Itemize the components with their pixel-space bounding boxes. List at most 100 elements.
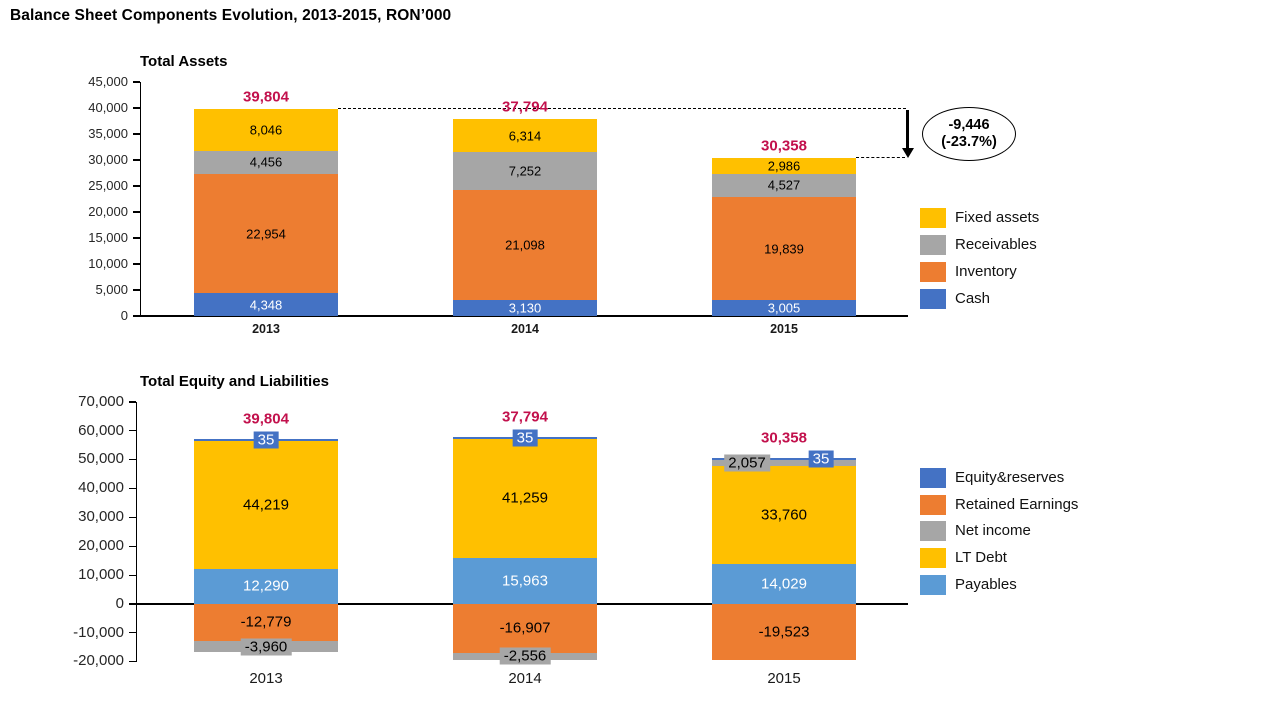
segment-label: 6,314: [508, 128, 542, 144]
y-tick-mark: [133, 263, 140, 265]
y-axis-line: [140, 82, 142, 316]
segment-label-box: 35: [253, 431, 279, 449]
y-tick-mark: [133, 107, 140, 109]
segment-label-box: 35: [808, 450, 834, 468]
y-tick-label: 0: [120, 307, 128, 323]
delta-annotation: -9,446 (-23.7%): [922, 107, 1016, 162]
chart-title: Total Assets: [140, 53, 228, 70]
delta-value: -9,446: [948, 116, 990, 133]
segment-label: 33,760: [761, 506, 807, 524]
bar-segment: [712, 604, 856, 661]
segment-label: 15,963: [502, 572, 548, 590]
segment-label: 4,456: [249, 154, 283, 170]
legend-swatch: [920, 289, 946, 309]
y-tick-label: 45,000: [88, 73, 128, 89]
y-tick-label: 40,000: [78, 479, 124, 497]
segment-label: 2,986: [767, 158, 801, 174]
total-label: 30,358: [761, 137, 807, 155]
segment-label: 22,954: [246, 226, 286, 242]
y-tick-mark: [129, 459, 136, 461]
y-tick-label: 30,000: [78, 508, 124, 526]
bar-segment: [194, 150, 338, 174]
bar-segment: [453, 557, 597, 604]
segment-label: 41,259: [502, 489, 548, 507]
segment-label: -12,779: [240, 613, 292, 631]
bar-segment: [712, 466, 856, 564]
y-tick-mark: [133, 237, 140, 239]
legend-label: Retained Earnings: [955, 495, 1079, 513]
y-tick-mark: [129, 574, 136, 576]
y-tick-label: -20,000: [73, 652, 124, 670]
legend-item: Equity&reserves: [920, 468, 1064, 488]
x-axis-line: [140, 315, 908, 317]
y-tick-label: 20,000: [78, 536, 124, 554]
legend-item: Net income: [920, 521, 1031, 542]
legend-item: Payables: [920, 574, 1017, 595]
y-tick-label: -10,000: [73, 623, 124, 641]
bar-segment: [453, 604, 597, 653]
legend-item: Receivables: [920, 235, 1037, 255]
bar-segment: [712, 173, 856, 198]
legend-swatch: [920, 235, 946, 255]
y-tick-mark: [129, 401, 136, 403]
bar-segment: [712, 563, 856, 604]
legend-label: Inventory: [955, 263, 1017, 280]
y-tick-mark: [133, 159, 140, 161]
y-tick-label: 70,000: [78, 392, 124, 410]
bar-segment: [712, 458, 856, 461]
y-tick-mark: [129, 603, 136, 605]
dashed-line-end-level: [856, 157, 905, 159]
bar-segment: [194, 109, 338, 151]
total-label: 37,794: [502, 98, 548, 116]
y-tick-label: 5,000: [95, 281, 128, 297]
bar-segment: [194, 604, 338, 641]
segment-label: -19,523: [758, 623, 810, 641]
total-label: 37,794: [502, 408, 548, 426]
segment-label: 21,098: [505, 237, 545, 253]
bar-segment: [453, 190, 597, 300]
legend-label: Equity&reserves: [955, 469, 1065, 486]
dashed-line-start-level: [338, 108, 906, 110]
delta-percent: (-23.7%): [941, 134, 997, 151]
segment-label-box: -3,960: [240, 638, 292, 656]
y-tick-mark: [129, 632, 136, 634]
legend-item: LT Debt: [920, 548, 1007, 569]
segment-label: 4,527: [767, 177, 801, 193]
y-tick-mark: [133, 185, 140, 187]
legend-swatch: [920, 262, 946, 282]
legend-swatch: [920, 521, 946, 542]
segment-label: -16,907: [499, 619, 551, 637]
segment-label-box: 2,057: [724, 454, 770, 472]
legend-label: Fixed assets: [955, 209, 1040, 226]
legend-label: LT Debt: [955, 549, 1007, 567]
x-year-label: 2014: [511, 322, 539, 336]
drop-arrow-head: [901, 148, 914, 159]
y-tick-mark: [133, 289, 140, 291]
x-year-label: 2015: [767, 670, 801, 687]
bar-segment: [194, 440, 338, 569]
legend-swatch: [920, 494, 946, 515]
y-tick-label: 30,000: [88, 151, 128, 167]
y-tick-label: 60,000: [78, 421, 124, 439]
x-year-label: 2013: [249, 670, 283, 687]
y-tick-mark: [133, 211, 140, 213]
bar-segment: [453, 438, 597, 558]
y-tick-label: 15,000: [88, 229, 128, 245]
y-tick-mark: [133, 81, 140, 83]
total-label: 39,804: [243, 410, 289, 428]
segment-label: 44,219: [243, 496, 289, 514]
legend-swatch: [920, 548, 946, 569]
segment-label: 14,029: [761, 575, 807, 593]
bar-segment: [712, 460, 856, 467]
legend-swatch: [920, 208, 946, 228]
segment-label-box: -2,556: [499, 647, 551, 665]
legend-item: Inventory: [920, 262, 1017, 282]
legend-swatch: [920, 574, 946, 595]
segment-label: 7,252: [508, 163, 542, 179]
bar-segment: [194, 293, 338, 316]
bar-segment: [453, 152, 597, 190]
legend-label: Payables: [955, 575, 1017, 593]
bar-segment: [453, 119, 597, 153]
segment-label: 4,348: [249, 297, 283, 313]
